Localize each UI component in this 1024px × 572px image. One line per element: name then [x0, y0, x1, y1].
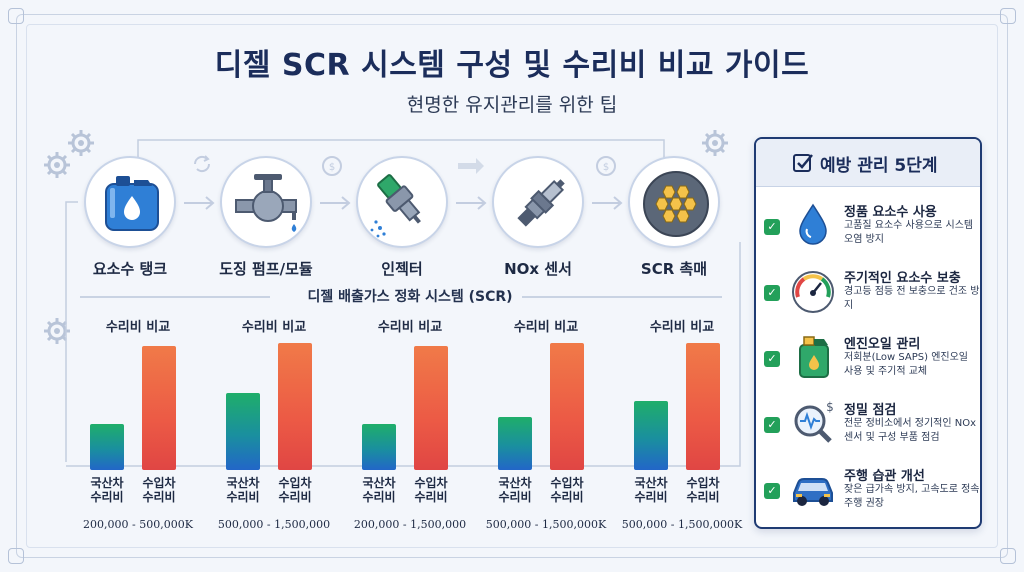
arrow-right-icon — [320, 196, 351, 210]
cost-range-label: 500,000 - 1,500,000K — [621, 518, 743, 531]
bar-import — [278, 343, 312, 470]
check-icon: ✓ — [764, 351, 780, 367]
chart-title: 수리비 비교 — [649, 320, 715, 335]
coin-icon: $ — [596, 156, 616, 176]
component-label-injector: 인젝터 — [381, 260, 423, 278]
cost-range-label: 200,000 - 500,000K — [83, 518, 193, 531]
oil-can-icon — [799, 336, 829, 378]
step-title: 정밀 점검 — [844, 403, 897, 418]
check-icon: ✓ — [764, 285, 780, 301]
step-description: 고품질 요소수 사용으로 시스템 오염 방지 — [844, 220, 974, 245]
bar-domestic — [634, 401, 668, 470]
arrow-right-icon — [184, 196, 215, 210]
chart-title: 수리비 비교 — [241, 320, 307, 335]
check-icon: ✓ — [764, 483, 780, 499]
component-label-urea-tank: 요소수 탱크 — [92, 260, 168, 278]
svg-text:$: $ — [329, 162, 335, 173]
bar-label-domestic: 국산차 수리비 — [90, 476, 124, 504]
check-icon: ✓ — [764, 417, 780, 433]
step-description: 전문 정비소에서 정기적인 NOx 센서 및 구성 부품 점검 — [844, 418, 977, 443]
step-description: 경고등 점등 전 보충으로 건조 방지 — [844, 286, 980, 311]
bar-label-import: 수입차 수리비 — [142, 476, 176, 504]
scr-catalyst — [628, 156, 720, 248]
chart-title: 수리비 비교 — [105, 320, 171, 335]
section-label: 디젤 배출가스 정화 시스템 (SCR) — [307, 289, 513, 305]
bar-import — [414, 346, 448, 470]
check-icon: ✓ — [764, 219, 780, 235]
water-drop-icon — [799, 203, 827, 245]
step-description: 잦은 급가속 방지, 고속도로 정속 주행 권장 — [844, 484, 980, 509]
bar-import — [686, 343, 720, 470]
dosing-pump — [220, 156, 312, 248]
prevention-step: ✓ 정품 요소수 사용 고품질 요소수 사용으로 시스템 오염 방지 — [756, 197, 980, 263]
nox-sensor-icon — [517, 179, 565, 227]
inner-frame — [26, 24, 998, 548]
bar-domestic — [90, 424, 124, 470]
corner-ornament — [1000, 548, 1016, 564]
panel-header: 예방 관리 5단계 — [756, 139, 980, 187]
refresh-icon — [193, 155, 211, 173]
cost-range-label: 200,000 - 1,500,000 — [353, 518, 467, 531]
double-arrow-icon — [458, 158, 484, 174]
gear-icon — [702, 130, 728, 156]
checkbox-icon — [793, 154, 813, 172]
bar-label-import: 수입차 수리비 — [278, 476, 312, 504]
prevention-step: ✓ 주행 습관 개선 잦은 급가속 방지, 고속도로 정속 주행 권장 — [756, 461, 980, 527]
corner-ornament — [8, 548, 24, 564]
step-title: 주기적인 요소수 보충 — [844, 271, 961, 286]
chart-title: 수리비 비교 — [377, 320, 443, 335]
bar-label-import: 수입차 수리비 — [686, 476, 720, 504]
page-title: 디젤 SCR 시스템 구성 및 수리비 비교 가이드 — [214, 48, 810, 83]
step-title: 정품 요소수 사용 — [844, 205, 937, 220]
svg-text:$: $ — [826, 400, 834, 414]
arrow-right-icon — [456, 196, 487, 210]
coin-icon: $ — [322, 156, 342, 176]
cost-range-label: 500,000 - 1,500,000 — [217, 518, 331, 531]
scr-catalyst-icon — [643, 171, 709, 237]
bar-label-domestic: 국산차 수리비 — [634, 476, 668, 504]
nox-sensor — [492, 156, 584, 248]
bar-label-domestic: 국산차 수리비 — [498, 476, 532, 504]
gauge-icon — [792, 271, 834, 313]
gear-icon — [44, 152, 70, 178]
panel-title: 예방 관리 5단계 — [820, 156, 938, 176]
section-divider — [80, 296, 270, 298]
bar-label-domestic: 국산차 수리비 — [226, 476, 260, 504]
bar-import — [550, 343, 584, 470]
injector-icon — [370, 174, 421, 238]
urea-tank-icon — [105, 176, 159, 231]
injector — [356, 156, 448, 248]
bar-label-import: 수입차 수리비 — [414, 476, 448, 504]
prevention-step: ✓ 엔진오일 관리 저회분(Low SAPS) 엔진오일 사용 및 주기적 교체 — [756, 329, 980, 395]
dosing-pump-icon — [235, 174, 297, 232]
chart-title: 수리비 비교 — [513, 320, 579, 335]
component-label-scr-catalyst: SCR 촉매 — [640, 260, 708, 278]
page-subtitle: 현명한 유지관리를 위한 팁 — [406, 94, 618, 116]
bar-domestic — [226, 393, 260, 470]
step-title: 엔진오일 관리 — [844, 337, 921, 352]
bar-label-domestic: 국산차 수리비 — [362, 476, 396, 504]
outer-frame — [16, 14, 1008, 558]
cost-range-label: 500,000 - 1,500,000K — [485, 518, 607, 531]
arrow-right-icon — [592, 196, 623, 210]
prevention-step: ✓ 주기적인 요소수 보충 경고등 점등 전 보충으로 건조 방지 — [756, 263, 980, 329]
prevention-step: ✓ $ 정밀 점검 전문 정비소에서 정기적인 NOx 센서 및 구성 부품 점… — [756, 395, 980, 461]
section-divider — [522, 296, 722, 298]
prevention-panel: 예방 관리 5단계 ✓ 정품 요소수 사용 고품질 요소수 사용으로 시스템 오… — [754, 137, 982, 529]
bar-domestic — [362, 424, 396, 470]
corner-ornament — [1000, 8, 1016, 24]
urea-tank — [84, 156, 176, 248]
car-icon — [793, 478, 833, 506]
inspection-icon: $ — [794, 400, 834, 443]
step-title: 주행 습관 개선 — [844, 469, 925, 484]
component-label-dosing-pump: 도징 펌프/모듈 — [219, 260, 313, 278]
component-label-nox-sensor: NOx 센서 — [504, 260, 572, 278]
bar-import — [142, 346, 176, 470]
svg-text:$: $ — [603, 162, 609, 173]
bar-domestic — [498, 417, 532, 470]
bar-label-import: 수입차 수리비 — [550, 476, 584, 504]
gear-icon — [68, 130, 94, 156]
step-description: 저회분(Low SAPS) 엔진오일 사용 및 주기적 교체 — [844, 352, 969, 377]
corner-ornament — [8, 8, 24, 24]
